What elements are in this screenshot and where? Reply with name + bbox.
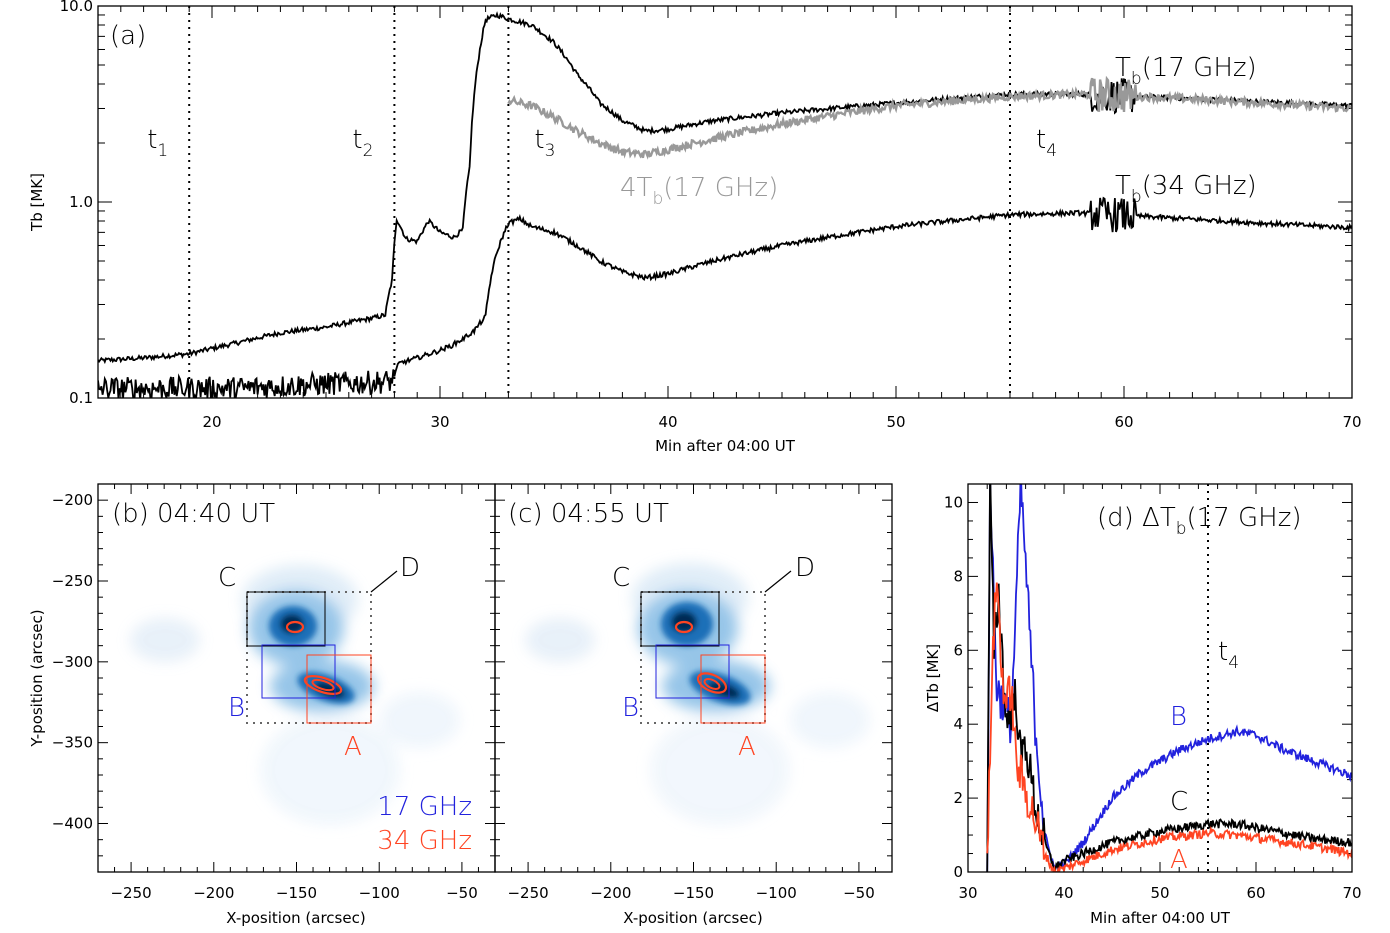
panel-c: C D B A −250 −200 −150 −100 −50 (c) 04:55 UT…: [494, 483, 893, 927]
series-line-tb-17-ghz-: [98, 11, 1352, 365]
y-tick-label: 10: [944, 493, 963, 511]
y-tick-label: −400: [52, 815, 93, 833]
region-d-pointer: [764, 570, 792, 593]
panel-b-emission-map: [130, 565, 460, 825]
panel-b: C D B A 17 GHz 34 GHz −250 −200 −150 −100 −5…: [28, 483, 496, 927]
series-line-b: [986, 484, 1352, 872]
time-marker-label-t3: t3: [534, 125, 555, 161]
panel-d-label: (d) ΔTb(17 GHz): [1097, 503, 1302, 539]
region-label-d: D: [795, 553, 815, 583]
region-a-box: [700, 654, 766, 724]
x-tick-label: 20: [202, 413, 221, 431]
x-tick-label: −50: [446, 884, 478, 902]
x-tick-label: 70: [1342, 413, 1361, 431]
panel-a-time-markers: t1 t2 t3 t4: [147, 6, 1057, 398]
series-line-tb-34-ghz-: [98, 196, 1352, 398]
y-tick-label: −350: [52, 734, 93, 752]
panel-a-frame: [97, 5, 1353, 399]
region-b-box: [261, 644, 336, 699]
series-line-4tb-17-ghz-: [507, 75, 1352, 160]
x-tick-label: −100: [756, 884, 797, 902]
time-marker-label-t1: t1: [147, 125, 168, 161]
region-label-a: A: [738, 732, 756, 762]
legend-34ghz: 34 GHz: [377, 826, 472, 856]
panel-c-image: C D B A: [525, 553, 870, 825]
region-label-c: C: [218, 563, 236, 593]
x-tick-label: 60: [1246, 884, 1265, 902]
panel-c-label: (c) 04:55 UT: [508, 499, 669, 529]
panel-b-label: (b) 04:40 UT: [112, 499, 275, 529]
x-tick-label: −50: [843, 884, 875, 902]
region-label-c: C: [612, 563, 630, 593]
time-marker-label-t4: t4: [1036, 125, 1057, 161]
x-tick-label: 30: [430, 413, 449, 431]
panel-a-label: (a): [110, 21, 146, 51]
panel-b-image: C D B A 17 GHz 34 GHz: [130, 553, 472, 856]
x-tick-label: 40: [658, 413, 677, 431]
x-tick-label: −200: [590, 884, 631, 902]
x-tick-label: 30: [958, 884, 977, 902]
y-tick-label: −250: [52, 572, 93, 590]
y-tick-label: 8: [953, 567, 963, 585]
y-tick-label: 4: [953, 715, 963, 733]
x-tick-label: −250: [110, 884, 151, 902]
time-marker-label-t2: t2: [352, 125, 373, 161]
series-label-c: C: [1170, 787, 1188, 817]
series-label-tb17: Tb(17 GHz): [1115, 53, 1257, 89]
x-tick-label: 70: [1342, 884, 1361, 902]
time-marker-label-t4: t4: [1218, 637, 1239, 673]
region-label-b: B: [228, 693, 245, 723]
series-line-a: [986, 582, 1352, 872]
region-b-box: [655, 644, 730, 699]
x-tick-label: −150: [276, 884, 317, 902]
x-tick-label: 40: [1054, 884, 1073, 902]
x-tick-label: 60: [1114, 413, 1133, 431]
legend-17ghz: 17 GHz: [377, 792, 472, 822]
panel-b-xlabel: X-position (arcsec): [226, 909, 365, 927]
x-tick-label: 50: [886, 413, 905, 431]
panel-c-emission-map: [525, 563, 870, 825]
series-line-c: [986, 484, 1352, 872]
panel-d-xlabel: Min after 04:00 UT: [1090, 909, 1231, 927]
panel-c-ticks: −250 −200 −150 −100 −50: [494, 483, 893, 902]
panel-b-ticks: −250 −200 −150 −100 −50 −200 −250 −300 −350 −400: [52, 483, 496, 902]
panel-d-time-markers: t4: [1207, 484, 1239, 872]
panel-b-ylabel: Y-position (arcsec): [28, 609, 46, 747]
y-tick-label: 6: [953, 641, 963, 659]
y-tick-label: 2: [953, 789, 963, 807]
panel-d-frame: [967, 483, 1353, 873]
region-c-box: [640, 591, 720, 647]
panel-c-xlabel: X-position (arcsec): [623, 909, 762, 927]
region-d-pointer: [370, 570, 398, 593]
panel-a: 20 30 40 50 60 70 0.1 1.0 10.0 t1 t2 t3 t4 (a) Tb(1…: [28, 0, 1362, 455]
panel-d-ylabel: ΔTb [MK]: [924, 644, 942, 712]
panel-c-frame: [494, 483, 893, 873]
y-tick-label: −300: [52, 653, 93, 671]
series-label-a: A: [1170, 845, 1188, 875]
y-tick-label: 10.0: [60, 0, 93, 15]
y-tick-label: 0: [953, 863, 963, 881]
series-label-tb34: Tb(34 GHz): [1115, 171, 1257, 207]
region-a-box: [306, 654, 372, 724]
series-label-4tb17: 4Tb(17 GHz): [620, 173, 778, 209]
region-label-a: A: [344, 732, 362, 762]
y-tick-label: 1.0: [69, 193, 93, 211]
panel-a-ylabel: Tb [MK]: [28, 173, 46, 232]
panel-a-series: [98, 11, 1352, 398]
x-tick-label: −150: [673, 884, 714, 902]
region-label-b: B: [622, 693, 639, 723]
region-c-box: [246, 591, 326, 647]
panel-a-xlabel: Min after 04:00 UT: [655, 437, 796, 455]
region-label-d: D: [400, 553, 420, 583]
x-tick-label: −250: [507, 884, 548, 902]
y-tick-label: −200: [52, 491, 93, 509]
panel-d: 30 40 50 60 70 0 2 4 6 8 10 t4 (d) ΔTb(17 GHz) B C…: [924, 483, 1362, 927]
x-tick-label: −200: [193, 884, 234, 902]
x-tick-label: 50: [1150, 884, 1169, 902]
x-tick-label: −100: [359, 884, 400, 902]
y-tick-label: 0.1: [69, 389, 93, 407]
panel-d-series: [986, 484, 1352, 872]
series-label-b: B: [1170, 702, 1187, 732]
